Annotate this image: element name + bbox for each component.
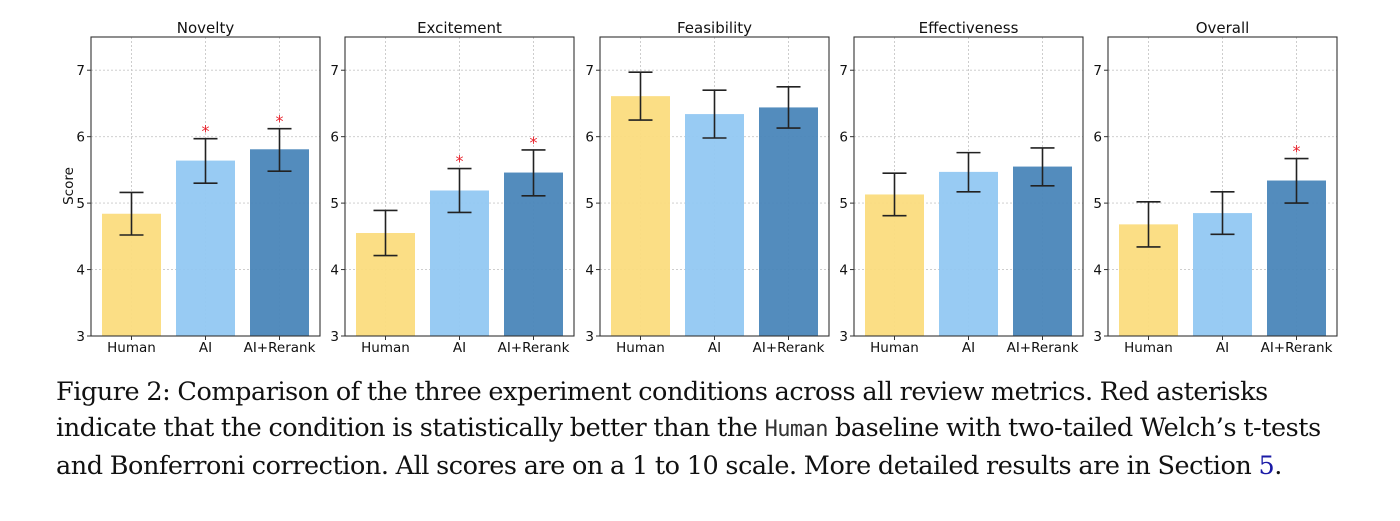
y-tick-label: 5: [330, 196, 339, 212]
bar-novelty-ai: [176, 160, 235, 336]
caption-code-human: Human: [764, 417, 829, 442]
bar-overall-ai-rerank: [1267, 180, 1326, 336]
bar-feasibility-ai: [685, 114, 744, 336]
y-tick-label: 3: [839, 329, 848, 345]
bar-effectiveness-ai-rerank: [1013, 166, 1072, 336]
caption-text: .: [1274, 451, 1282, 481]
bar-effectiveness-human: [865, 194, 924, 336]
caption-text: indicate that the condition is statistic…: [56, 413, 765, 443]
plot-frame: [599, 36, 830, 337]
y-tick-label: 5: [585, 196, 594, 212]
panel-title: Overall: [1196, 19, 1250, 37]
x-tick-label: AI+Rerank: [244, 340, 316, 356]
significance-asterisk: *: [202, 122, 210, 141]
caption-text: and Bonferroni correction. All scores ar…: [56, 451, 1259, 481]
panel-title: Feasibility: [677, 19, 752, 37]
y-tick-label: 7: [839, 63, 848, 79]
caption-text: baseline with two-tailed Welch’s t-tests: [827, 413, 1321, 443]
section-reference-link[interactable]: 5: [1258, 451, 1275, 481]
y-tick-label: 6: [585, 130, 594, 146]
plot-frame: [90, 36, 321, 337]
bar-excitement-ai-rerank: [504, 172, 563, 336]
y-tick-label: 6: [76, 130, 85, 146]
x-tick-label: Human: [1124, 340, 1173, 356]
y-tick-label: 7: [585, 63, 594, 79]
x-tick-label: AI: [199, 340, 212, 356]
x-tick-label: AI+Rerank: [1261, 340, 1333, 356]
x-tick-label: AI+Rerank: [753, 340, 825, 356]
y-tick-label: 4: [585, 263, 594, 279]
plot-frame: [853, 36, 1084, 337]
y-tick-label: 3: [330, 329, 339, 345]
panel-title: Novelty: [177, 19, 235, 37]
y-tick-label: 4: [76, 263, 85, 279]
x-tick-label: AI: [1216, 340, 1229, 356]
x-tick-label: AI: [708, 340, 721, 356]
x-tick-label: Human: [361, 340, 410, 356]
x-tick-label: AI: [962, 340, 975, 356]
bar-effectiveness-ai: [939, 171, 998, 336]
y-tick-label: 5: [839, 196, 848, 212]
panel-title: Excitement: [417, 19, 502, 37]
y-tick-label: 4: [1093, 263, 1102, 279]
y-tick-label: 5: [1093, 196, 1102, 212]
y-tick-label: 3: [76, 329, 85, 345]
y-tick-label: 7: [1093, 63, 1102, 79]
bar-feasibility-human: [611, 96, 670, 336]
figure-panels: 3 4 5 6 7 Human * AI * AI+Rerank Novelty Score 3 4 5 6 7…: [61, 19, 1338, 356]
y-tick-label: 3: [585, 329, 594, 345]
caption-text: Figure 2: Comparison of the three experi…: [56, 377, 1268, 407]
x-tick-label: Human: [107, 340, 156, 356]
y-tick-label: 3: [1093, 329, 1102, 345]
caption-line-3: and Bonferroni correction. All scores ar…: [56, 448, 1356, 484]
y-tick-label: 7: [330, 63, 339, 79]
y-tick-label: 6: [330, 130, 339, 146]
significance-asterisk: *: [1293, 142, 1301, 161]
y-tick-label: 4: [330, 263, 339, 279]
x-tick-label: AI: [453, 340, 466, 356]
significance-asterisk: *: [530, 133, 538, 152]
bar-excitement-ai: [430, 190, 489, 336]
significance-asterisk: *: [456, 152, 464, 171]
caption-line-1: Figure 2: Comparison of the three experi…: [56, 374, 1356, 410]
y-tick-label: 7: [76, 63, 85, 79]
x-tick-label: Human: [870, 340, 919, 356]
bar-feasibility-ai-rerank: [759, 107, 818, 336]
x-tick-label: Human: [616, 340, 665, 356]
panel-title: Effectiveness: [919, 19, 1019, 37]
y-tick-label: 5: [76, 196, 85, 212]
significance-asterisk: *: [276, 112, 284, 131]
y-tick-label: 4: [839, 263, 848, 279]
bar-novelty-ai-rerank: [250, 149, 309, 336]
plot-frame: [1107, 36, 1338, 337]
caption-line-2: indicate that the condition is statistic…: [56, 410, 1356, 448]
x-tick-label: AI+Rerank: [1007, 340, 1079, 356]
y-axis-label: Score: [61, 167, 77, 205]
plot-frame: [344, 36, 575, 337]
x-tick-label: AI+Rerank: [498, 340, 570, 356]
figure-caption: Figure 2: Comparison of the three experi…: [56, 374, 1356, 484]
y-tick-label: 6: [1093, 130, 1102, 146]
y-tick-label: 6: [839, 130, 848, 146]
